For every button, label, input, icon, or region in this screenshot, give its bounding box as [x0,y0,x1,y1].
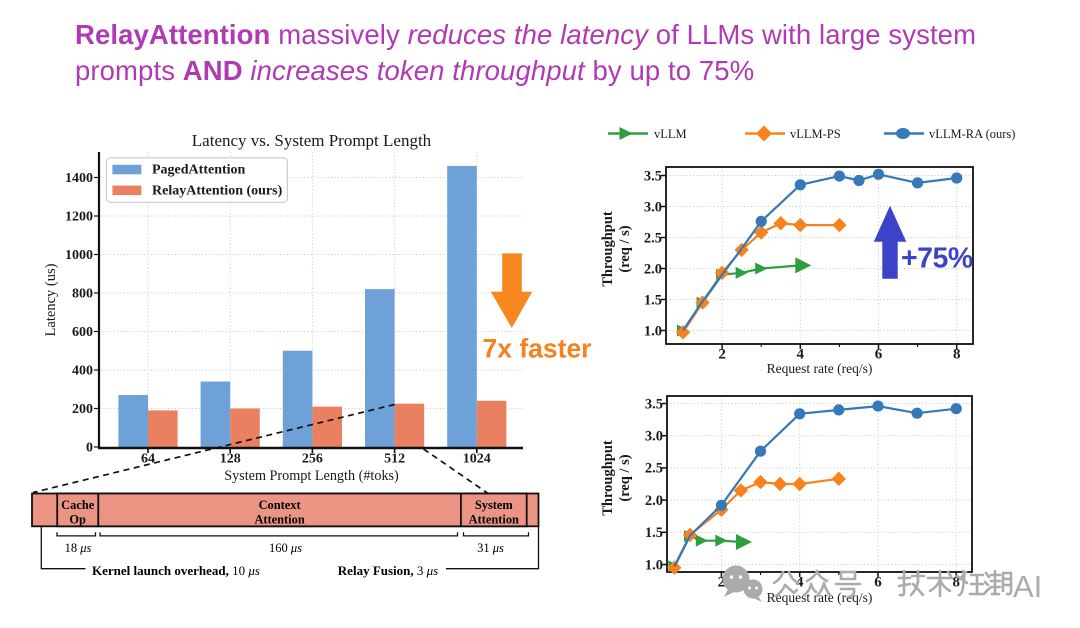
svg-text:2: 2 [718,575,726,591]
svg-text:1200: 1200 [65,210,93,225]
svg-text:vLLM-RA (ours): vLLM-RA (ours) [929,127,1015,141]
svg-text:Throughput: Throughput [600,211,616,287]
svg-text:Context: Context [259,498,302,512]
svg-text:1.0: 1.0 [644,323,662,339]
svg-text:+75%: +75% [901,243,973,275]
svg-text:2.0: 2.0 [644,261,662,277]
svg-text:3.0: 3.0 [645,429,663,445]
svg-text:8: 8 [953,347,961,363]
svg-text:8: 8 [952,575,960,591]
svg-text:18 μs: 18 μs [65,541,92,555]
svg-text:31 μs: 31 μs [477,541,504,555]
svg-text:Latency (us): Latency (us) [43,263,59,336]
svg-text:vLLM: vLLM [654,127,687,141]
svg-text:3.5: 3.5 [644,168,662,184]
svg-text:1.5: 1.5 [644,292,662,308]
svg-text:Throughput: Throughput [600,440,616,516]
svg-text:7x faster: 7x faster [482,334,591,364]
svg-text:6: 6 [874,575,882,591]
svg-text:6: 6 [875,347,883,363]
svg-text:128: 128 [220,452,241,467]
svg-text:vLLM-PS: vLLM-PS [790,127,841,141]
svg-text:1000: 1000 [65,248,93,263]
svg-text:3.0: 3.0 [644,199,662,215]
svg-text:3.5: 3.5 [645,396,663,412]
svg-text:256: 256 [302,452,323,467]
svg-text:1.0: 1.0 [645,557,663,573]
svg-text:800: 800 [72,287,93,302]
svg-text:Request rate (req/s): Request rate (req/s) [767,361,873,376]
svg-text:PagedAttention: PagedAttention [152,163,246,178]
svg-text:Kernel launch overhead, 10 μs: Kernel launch overhead, 10 μs [92,563,260,578]
svg-text:200: 200 [72,402,93,417]
svg-text:4: 4 [797,347,805,363]
svg-text:600: 600 [72,325,93,340]
svg-text:2.5: 2.5 [644,230,662,246]
svg-text:0: 0 [86,441,93,456]
svg-text:64: 64 [141,452,155,467]
svg-text:Cache: Cache [61,498,95,512]
svg-text:Op: Op [69,512,86,526]
svg-text:Attention: Attention [469,512,519,526]
svg-text:1400: 1400 [65,171,93,186]
svg-text:400: 400 [72,364,93,379]
svg-text:System: System [475,498,514,512]
svg-text:AI: AI [1013,569,1042,604]
svg-text:1.5: 1.5 [645,525,663,541]
svg-text:Attention: Attention [254,512,304,526]
svg-text:4: 4 [796,575,804,591]
svg-text:(req / s): (req / s) [617,454,633,501]
svg-text:512: 512 [384,452,405,467]
svg-text:Latency vs. System Prompt Leng: Latency vs. System Prompt Length [192,131,432,150]
svg-text:160 μs: 160 μs [269,541,302,555]
svg-text:1024: 1024 [463,452,491,467]
svg-text:2.0: 2.0 [645,493,663,509]
svg-text:2: 2 [718,347,726,363]
svg-text:RelayAttention (ours): RelayAttention (ours) [152,184,283,199]
svg-text:Relay Fusion, 3 μs: Relay Fusion, 3 μs [338,563,438,578]
svg-text:2.5: 2.5 [645,461,663,477]
svg-text:System Prompt Length (#toks): System Prompt Length (#toks) [224,468,399,484]
svg-text:(req / s): (req / s) [617,225,633,272]
